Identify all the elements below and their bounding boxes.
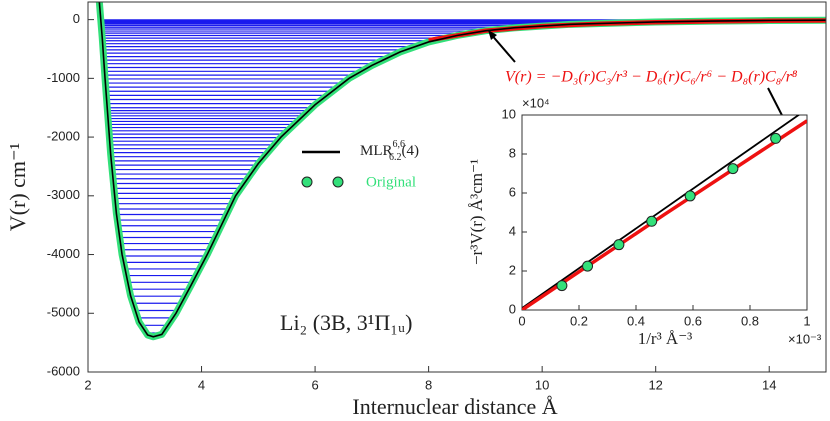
data-point bbox=[684, 190, 696, 202]
x-tick-label: 2 bbox=[84, 377, 91, 392]
fit-line bbox=[522, 115, 801, 309]
y-exponent: ×10⁴ bbox=[522, 95, 550, 110]
y-axis-label: V(r) cm⁻¹ bbox=[5, 143, 30, 231]
y-tick-label: 10 bbox=[502, 106, 516, 121]
fit-line bbox=[522, 119, 807, 310]
y-tick-label: -1000 bbox=[47, 70, 80, 85]
y-tick-label: 0 bbox=[73, 11, 80, 26]
y-tick-label: 2 bbox=[509, 262, 516, 277]
formula: V(r) = −D₃(r)C₃/r³ − D₆(r)C₆/r⁶ − D₈(r)C… bbox=[505, 69, 798, 86]
y-tick-label: -3000 bbox=[47, 187, 80, 202]
x-exponent: ×10⁻³ bbox=[788, 331, 822, 346]
x-tick-label: 8 bbox=[425, 377, 432, 392]
x-tick-label: 0.4 bbox=[627, 313, 645, 328]
arrow-head bbox=[488, 30, 497, 40]
legend-marker bbox=[301, 176, 313, 188]
data-point bbox=[613, 239, 625, 251]
x-tick-label: 1 bbox=[803, 313, 810, 328]
x-tick-label: 0.8 bbox=[741, 313, 759, 328]
y-tick-label: -5000 bbox=[47, 305, 80, 320]
inset-area bbox=[522, 115, 807, 310]
main-frame bbox=[87, 1, 827, 373]
molecule-label: Li₂ (3B, 3¹Π₁ᵤ) bbox=[280, 310, 412, 335]
legend-marker bbox=[332, 176, 344, 188]
inset-y-label: −r³V(r) Å³cm⁻¹ bbox=[467, 159, 486, 265]
y-tick-label: 4 bbox=[509, 223, 516, 238]
arrow bbox=[489, 32, 516, 63]
x-tick-label: 0.6 bbox=[684, 313, 702, 328]
x-tick-label: 4 bbox=[198, 377, 205, 392]
y-tick-label: 0 bbox=[509, 301, 516, 316]
x-tick-label: 12 bbox=[648, 377, 662, 392]
x-tick-label: 14 bbox=[762, 377, 776, 392]
y-tick-label: 8 bbox=[509, 145, 516, 160]
y-tick-label: -4000 bbox=[47, 246, 80, 261]
x-tick-label: 0.2 bbox=[570, 313, 588, 328]
inset-x-label: 1/r³ Å⁻³ bbox=[638, 329, 693, 348]
x-tick-label: 10 bbox=[535, 377, 549, 392]
data-point bbox=[582, 260, 594, 272]
x-tick-label: 6 bbox=[311, 377, 318, 392]
main-plot bbox=[95, 2, 826, 341]
legend-label: Original bbox=[366, 174, 416, 190]
data-point bbox=[727, 163, 739, 175]
data-point bbox=[646, 215, 658, 227]
x-axis-label: Internuclear distance Å bbox=[352, 394, 557, 419]
plot-area bbox=[95, 2, 826, 341]
y-tick-label: -2000 bbox=[47, 129, 80, 144]
mlr-curve bbox=[98, 2, 826, 338]
legend-label: MLR6,6 6.2(4) bbox=[360, 139, 419, 163]
y-tick-label: 6 bbox=[509, 184, 516, 199]
y-tick-label: -6000 bbox=[47, 363, 80, 378]
data-point bbox=[770, 132, 782, 144]
x-tick-label: 0 bbox=[518, 313, 525, 328]
data-point bbox=[556, 280, 568, 292]
